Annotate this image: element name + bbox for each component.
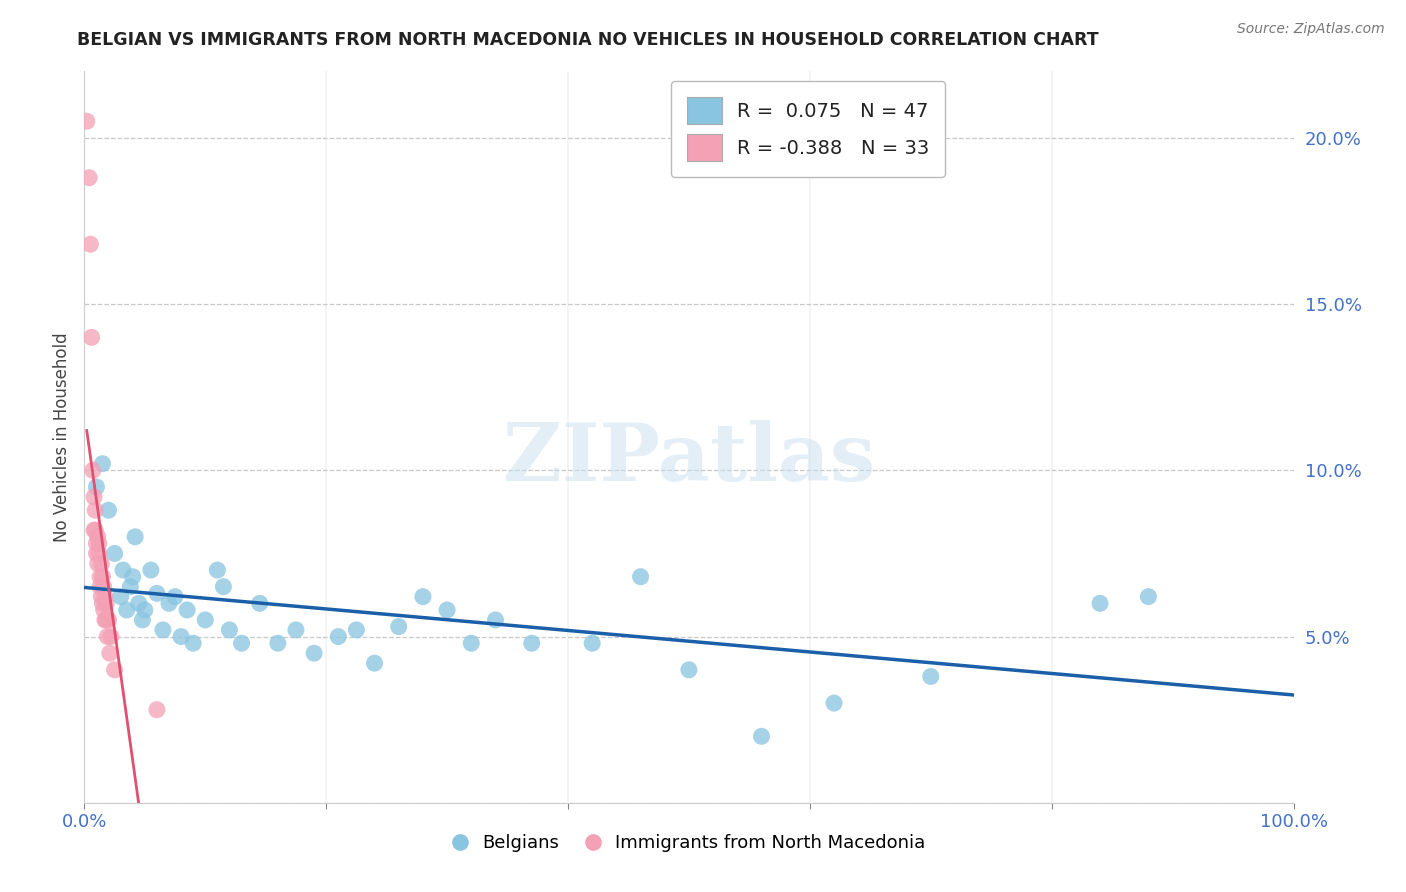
Point [207,563,229,577]
Point [96,630,118,644]
Point [77,170,100,185]
Point [94,613,117,627]
Point [267,636,290,650]
Point [87,546,110,560]
Point [82,463,104,477]
Point [91,457,114,471]
Point [91,596,114,610]
Point [87,536,110,550]
Point [124,530,146,544]
Point [170,630,193,644]
Point [176,603,198,617]
Point [86,480,108,494]
Point [302,646,325,660]
Point [194,613,217,627]
Point [83,490,105,504]
Point [89,580,111,594]
Point [91,570,114,584]
Point [581,636,603,650]
Point [80,330,103,344]
Point [181,636,204,650]
Point [86,536,108,550]
Point [218,623,240,637]
Point [94,613,117,627]
Point [165,590,187,604]
Point [630,570,652,584]
Point [146,586,169,600]
Point [920,669,942,683]
Point [346,623,368,637]
Point [94,596,117,610]
Point [86,557,108,571]
Point [152,623,174,637]
Point [98,646,121,660]
Y-axis label: No Vehicles in Household: No Vehicles in Household [53,332,72,542]
Point [94,590,117,604]
Point [128,596,150,610]
Point [284,623,308,637]
Point [212,580,235,594]
Point [249,596,271,610]
Point [84,503,107,517]
Point [115,603,138,617]
Point [436,603,458,617]
Point [388,619,411,633]
Point [157,596,180,610]
Point [231,636,253,650]
Point [104,663,127,677]
Point [146,703,169,717]
Point [83,523,105,537]
Point [1088,596,1111,610]
Point [90,590,112,604]
Point [412,590,434,604]
Legend: Belgians, Immigrants from North Macedonia: Belgians, Immigrants from North Macedoni… [446,827,932,860]
Point [86,546,108,560]
Point [484,613,506,627]
Point [100,630,122,644]
Text: Source: ZipAtlas.com: Source: ZipAtlas.com [1237,22,1385,37]
Point [90,557,112,571]
Point [520,636,543,650]
Point [86,530,108,544]
Point [97,503,120,517]
Point [112,563,135,577]
Point [84,523,107,537]
Point [110,590,132,604]
Point [1137,590,1160,604]
Text: ZIPatlas: ZIPatlas [503,420,875,498]
Point [139,563,162,577]
Point [89,570,111,584]
Point [328,630,350,644]
Point [363,656,385,670]
Point [104,546,127,560]
Point [460,636,482,650]
Text: BELGIAN VS IMMIGRANTS FROM NORTH MACEDONIA NO VEHICLES IN HOUSEHOLD CORRELATION : BELGIAN VS IMMIGRANTS FROM NORTH MACEDON… [77,31,1099,49]
Point [76,114,98,128]
Point [134,603,156,617]
Point [678,663,700,677]
Point [121,570,143,584]
Point [120,580,142,594]
Point [823,696,845,710]
Point [93,603,115,617]
Point [97,613,120,627]
Point [131,613,153,627]
Point [79,237,101,252]
Point [93,580,115,594]
Point [751,729,773,743]
